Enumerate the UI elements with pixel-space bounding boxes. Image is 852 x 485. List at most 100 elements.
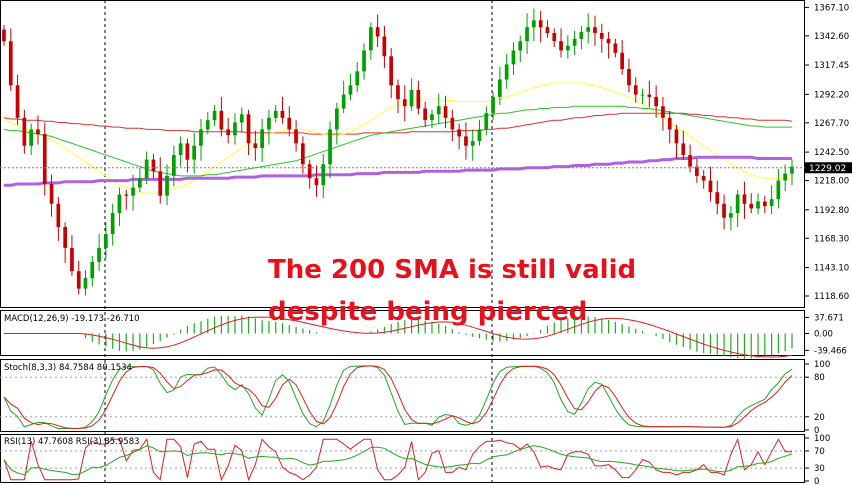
indicator-tick-label: 100 [814, 360, 830, 370]
candle [267, 117, 271, 130]
candle [246, 114, 251, 144]
indicator-tick-label: 37.671 [814, 313, 844, 323]
macd-axis: 37.671 0.00 -39.466 [805, 313, 847, 356]
candle [280, 110, 285, 118]
candle [436, 106, 441, 115]
candle [708, 180, 713, 193]
candle [185, 143, 190, 160]
candle [63, 227, 67, 248]
rsi-fast-line [3, 437, 792, 482]
indicator-tick-label: -39.466 [814, 346, 847, 356]
candle [620, 52, 624, 70]
candlesticks [2, 8, 794, 296]
price-tick-label: 1192.80 [814, 206, 849, 216]
candle [409, 90, 414, 107]
candle [335, 108, 339, 130]
candle [402, 99, 407, 107]
candle [165, 175, 169, 196]
candle [627, 69, 631, 86]
candle [382, 36, 387, 57]
indicator-tick-label: 70 [814, 447, 825, 457]
candle [172, 155, 176, 176]
candle [681, 143, 686, 155]
candle [532, 20, 536, 28]
indicator-tick-label: 0 [814, 426, 819, 436]
candle [640, 94, 645, 96]
candle [253, 143, 258, 148]
candle [742, 194, 747, 204]
candle [722, 203, 726, 218]
candle [790, 166, 794, 174]
annotation-line-2: despite being pierced [268, 297, 587, 327]
candle [674, 129, 679, 144]
candle [470, 141, 475, 146]
stoch-indicator [0, 365, 805, 430]
candle [593, 27, 597, 33]
candle [29, 129, 33, 146]
candle [239, 114, 244, 123]
candle [552, 33, 557, 42]
candle [396, 85, 400, 100]
candle [192, 145, 196, 160]
candle [430, 114, 434, 121]
rsi-slow-line [3, 445, 793, 476]
candle [273, 110, 278, 118]
candle [525, 27, 529, 42]
candle [226, 129, 230, 136]
candle [2, 29, 6, 42]
stoch-label: Stoch(8,3,3) 84.7584 80.1534 [4, 363, 132, 373]
stoch-axis: 100 80 20 0 [805, 360, 830, 436]
candle [599, 33, 604, 39]
candle [341, 94, 346, 109]
macd-signal-line [4, 316, 793, 358]
candle [15, 85, 20, 118]
candle [97, 247, 101, 262]
candle [260, 129, 264, 148]
candle [518, 41, 523, 51]
price-tick-label: 1143.10 [814, 264, 849, 274]
candle [287, 117, 292, 130]
candle [348, 85, 353, 95]
indicator-tick-label: 20 [814, 413, 825, 423]
candle [763, 201, 767, 207]
candle [566, 45, 570, 51]
candle [131, 187, 135, 196]
candle [559, 41, 563, 51]
sma-100-line [3, 112, 793, 135]
candle [667, 117, 672, 130]
candle [450, 117, 455, 130]
candle [654, 96, 658, 107]
rsi-indicator [0, 437, 805, 482]
candle [715, 192, 720, 204]
candle [389, 56, 393, 86]
candle [314, 178, 319, 186]
candle [443, 106, 448, 118]
candle [205, 120, 210, 130]
indicator-tick-label: 100 [814, 434, 830, 444]
macd-label: MACD(12,26,9) -19.173 -26.710 [4, 314, 140, 324]
candle [613, 43, 618, 53]
candle [729, 213, 733, 218]
candle [362, 50, 366, 72]
candle [464, 136, 468, 146]
price-tick-label: 1292.20 [814, 90, 849, 100]
candle [90, 261, 95, 279]
indicator-tick-label: 80 [814, 373, 825, 383]
rsi-axis: 100 70 30 0 [805, 434, 830, 485]
candle [301, 143, 305, 165]
candle [355, 71, 360, 86]
candle [661, 106, 665, 118]
candle [49, 184, 54, 204]
candle [42, 134, 47, 184]
candle [212, 110, 217, 121]
price-tick-label: 1317.45 [814, 61, 849, 71]
stoch-panel [0, 359, 805, 432]
candle [110, 213, 115, 234]
candle [695, 166, 699, 176]
candle [104, 234, 108, 248]
candle [36, 129, 40, 134]
candle [579, 31, 584, 39]
current-price-label: 1229.02 [809, 164, 846, 174]
candle [151, 159, 156, 172]
